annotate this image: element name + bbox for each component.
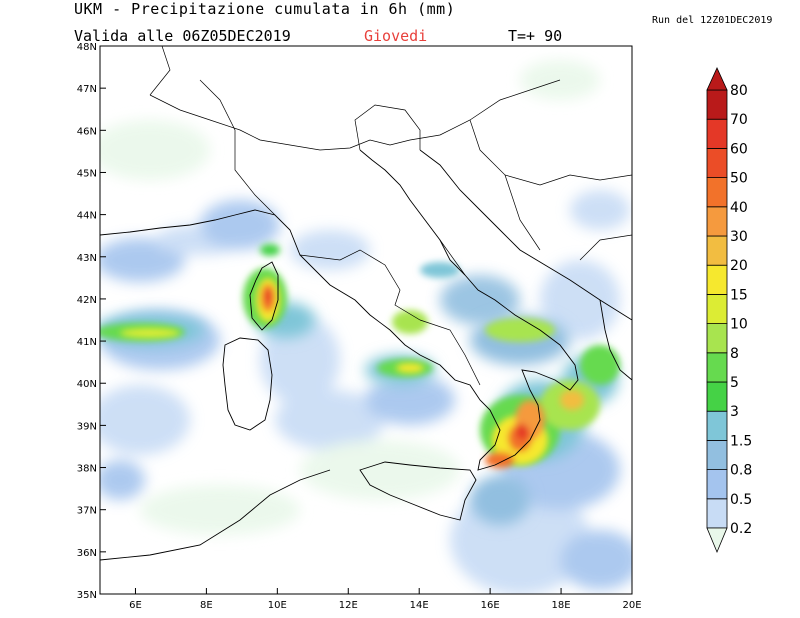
colorbar: 0.2 0.5 0.8 1.5 3 5 8 10 15 20 30 40 50 60 70 80 bbox=[706, 67, 752, 554]
colorbar-label: 50 bbox=[730, 171, 748, 187]
lat-tick-label: 42N bbox=[77, 295, 97, 306]
colorbar-segment bbox=[706, 323, 728, 354]
colorbar-segment bbox=[706, 235, 728, 266]
lon-tick-label: 6E bbox=[129, 600, 142, 611]
colorbar-label: 30 bbox=[730, 229, 748, 245]
map-frame bbox=[99, 45, 633, 595]
colorbar-segment bbox=[706, 439, 728, 470]
lat-tick-label: 46N bbox=[77, 126, 97, 137]
colorbar-segment bbox=[706, 264, 728, 295]
lat-tick-label: 39N bbox=[77, 421, 97, 432]
lat-tick-label: 45N bbox=[77, 168, 97, 179]
longitude-axis: 6E 8E 10E 12E 14E 16E 18E 20E bbox=[129, 588, 642, 611]
colorbar-segment bbox=[706, 381, 728, 412]
colorbar-label: 60 bbox=[730, 141, 748, 157]
colorbar-segment bbox=[706, 147, 728, 178]
colorbar-label: 10 bbox=[730, 317, 748, 333]
lat-tick-label: 40N bbox=[77, 379, 97, 390]
colorbar-label: 0.8 bbox=[730, 463, 752, 479]
colorbar-label: 3 bbox=[730, 404, 739, 420]
colorbar-segment bbox=[706, 177, 728, 208]
colorbar-label: 80 bbox=[730, 83, 748, 99]
lat-tick-label: 37N bbox=[77, 506, 97, 517]
colorbar-segment bbox=[706, 293, 728, 324]
run-label: Run del 12Z01DEC2019 bbox=[652, 15, 773, 26]
colorbar-segment bbox=[706, 410, 728, 441]
lat-tick-label: 43N bbox=[77, 253, 97, 264]
colorbar-label: 5 bbox=[730, 375, 739, 391]
colorbar-high-arrow bbox=[706, 67, 728, 91]
precipitation-field bbox=[100, 60, 632, 594]
colorbar-label: 0.2 bbox=[730, 521, 752, 537]
lat-tick-label: 44N bbox=[77, 211, 97, 222]
lon-tick-label: 18E bbox=[552, 600, 571, 611]
colorbar-label: 70 bbox=[730, 112, 748, 128]
political-borders bbox=[149, 46, 632, 386]
coastlines bbox=[100, 149, 632, 561]
lat-tick-label: 41N bbox=[77, 337, 97, 348]
colorbar-label: 0.5 bbox=[730, 492, 752, 508]
colorbar-label: 1.5 bbox=[730, 433, 752, 449]
colorbar-segment bbox=[706, 118, 728, 149]
map-title: UKM - Precipitazione cumulata in 6h (mm) bbox=[74, 0, 456, 18]
colorbar-segment bbox=[706, 89, 728, 120]
lat-tick-label: 38N bbox=[77, 464, 97, 475]
lat-tick-label: 35N bbox=[77, 590, 97, 601]
colorbar-low-arrow bbox=[706, 527, 728, 554]
lon-tick-label: 12E bbox=[339, 600, 358, 611]
colorbar-label: 8 bbox=[730, 346, 739, 362]
lead-time: T=+ 90 bbox=[508, 27, 563, 45]
valid-time: Valida alle 06Z05DEC2019 bbox=[74, 27, 291, 45]
lon-tick-label: 8E bbox=[200, 600, 213, 611]
colorbar-segment bbox=[706, 469, 728, 500]
lat-tick-label: 36N bbox=[77, 548, 97, 559]
colorbar-label: 40 bbox=[730, 200, 748, 216]
colorbar-segment bbox=[706, 352, 728, 383]
colorbar-label: 15 bbox=[730, 287, 748, 303]
lon-tick-label: 14E bbox=[410, 600, 429, 611]
lon-tick-label: 20E bbox=[622, 600, 641, 611]
lat-tick-label: 47N bbox=[77, 84, 97, 95]
latitude-axis: 35N 36N 37N 38N 39N 40N 41N 42N 43N 44N 45N 46N 47N 4… bbox=[77, 42, 106, 601]
colorbar-segment bbox=[706, 498, 728, 529]
lat-tick-label: 48N bbox=[77, 42, 97, 53]
lon-tick-label: 16E bbox=[481, 600, 500, 611]
lon-tick-label: 10E bbox=[268, 600, 287, 611]
colorbar-segment bbox=[706, 206, 728, 237]
colorbar-label: 20 bbox=[730, 258, 748, 274]
weekday-label: Giovedi bbox=[364, 27, 428, 45]
